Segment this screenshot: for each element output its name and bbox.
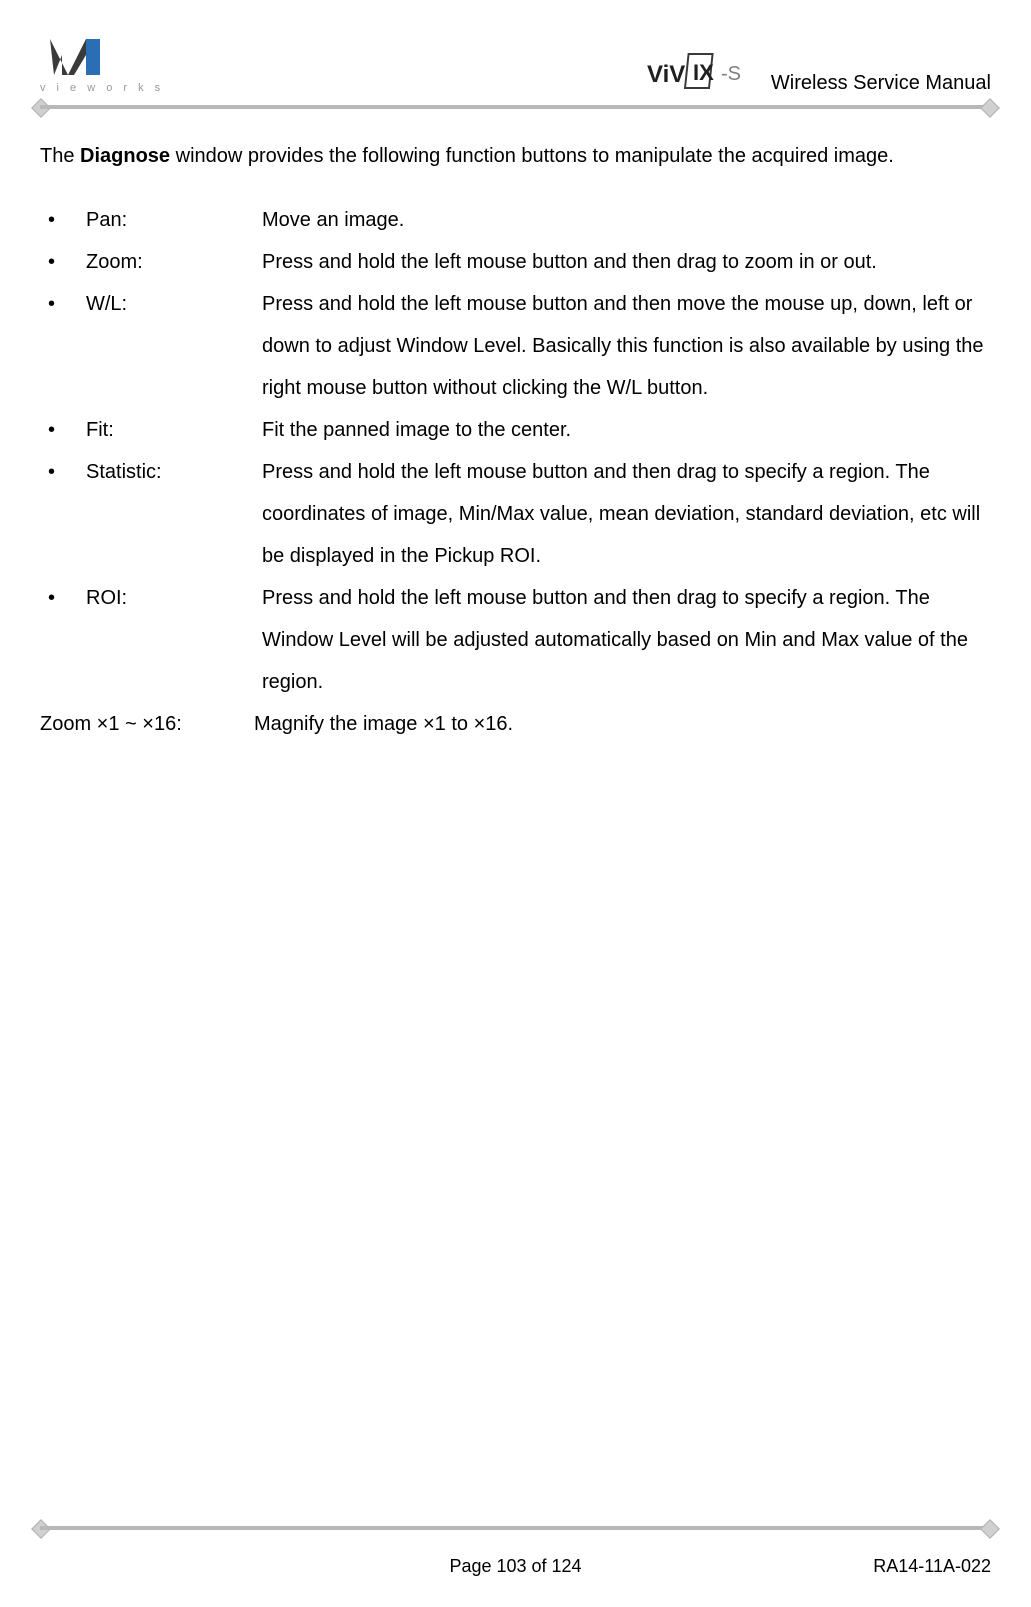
- rule-diamond-right: [980, 98, 1000, 118]
- header-rule: [40, 101, 991, 111]
- intro-suffix: window provides the following function b…: [170, 145, 894, 167]
- item-label: Statistic:: [86, 451, 262, 577]
- intro-prefix: The: [40, 145, 80, 167]
- page: v i e w o r k s ViV IX -S Wireless Servi…: [0, 0, 1031, 1607]
- list-item: W/L: Press and hold the left mouse butto…: [40, 283, 991, 409]
- intro-bold: Diagnose: [80, 145, 170, 167]
- item-label: Fit:: [86, 409, 262, 451]
- footer-text-row: Page 103 of 124 RA14-11A-022: [40, 1556, 991, 1577]
- svg-text:v i e w o r k s: v i e w o r k s: [40, 82, 164, 94]
- footer-left-spacer: [40, 1556, 240, 1577]
- manual-title: Wireless Service Manual: [771, 72, 991, 95]
- item-desc: Press and hold the left mouse button and…: [262, 577, 991, 703]
- svg-text:ViV: ViV: [647, 61, 685, 88]
- list-item: Pan: Move an image.: [40, 199, 991, 241]
- rule-line: [40, 1526, 991, 1530]
- vivix-logo-icon: ViV IX -S: [647, 50, 757, 95]
- intro-paragraph: The Diagnose window provides the followi…: [40, 135, 991, 177]
- content: The Diagnose window provides the followi…: [40, 135, 991, 745]
- footer-rule: [40, 1522, 991, 1532]
- bullet-icon: [40, 409, 86, 451]
- zoom-line: Zoom ×1 ~ ×16: Magnify the image ×1 to ×…: [40, 703, 991, 745]
- svg-text:-S: -S: [721, 63, 741, 85]
- list-item: ROI: Press and hold the left mouse butto…: [40, 577, 991, 703]
- rule-line: [40, 105, 991, 109]
- vieworks-logo: v i e w o r k s: [40, 37, 190, 95]
- bullet-icon: [40, 283, 86, 409]
- item-desc: Press and hold the left mouse button and…: [262, 241, 991, 283]
- item-label: ROI:: [86, 577, 262, 703]
- rule-diamond-right: [980, 1519, 1000, 1539]
- item-label: W/L:: [86, 283, 262, 409]
- bullet-icon: [40, 241, 86, 283]
- list-item: Statistic: Press and hold the left mouse…: [40, 451, 991, 577]
- bullet-icon: [40, 199, 86, 241]
- list-item: Zoom: Press and hold the left mouse butt…: [40, 241, 991, 283]
- svg-text:IX: IX: [693, 60, 714, 85]
- item-desc: Press and hold the left mouse button and…: [262, 283, 991, 409]
- item-desc: Press and hold the left mouse button and…: [262, 451, 991, 577]
- item-label: Pan:: [86, 199, 262, 241]
- zoom-label: Zoom ×1 ~ ×16:: [40, 703, 254, 745]
- page-header: v i e w o r k s ViV IX -S Wireless Servi…: [40, 20, 991, 95]
- item-desc: Move an image.: [262, 199, 991, 241]
- page-number: Page 103 of 124: [240, 1556, 791, 1577]
- bullet-icon: [40, 451, 86, 577]
- header-right: ViV IX -S Wireless Service Manual: [647, 50, 991, 95]
- doc-id: RA14-11A-022: [791, 1556, 991, 1577]
- list-item: Fit: Fit the panned image to the center.: [40, 409, 991, 451]
- zoom-desc: Magnify the image ×1 to ×16.: [254, 703, 991, 745]
- bullet-icon: [40, 577, 86, 703]
- item-desc: Fit the panned image to the center.: [262, 409, 991, 451]
- page-footer: Page 103 of 124 RA14-11A-022: [40, 1522, 991, 1577]
- item-label: Zoom:: [86, 241, 262, 283]
- vieworks-logo-icon: v i e w o r k s: [40, 37, 190, 95]
